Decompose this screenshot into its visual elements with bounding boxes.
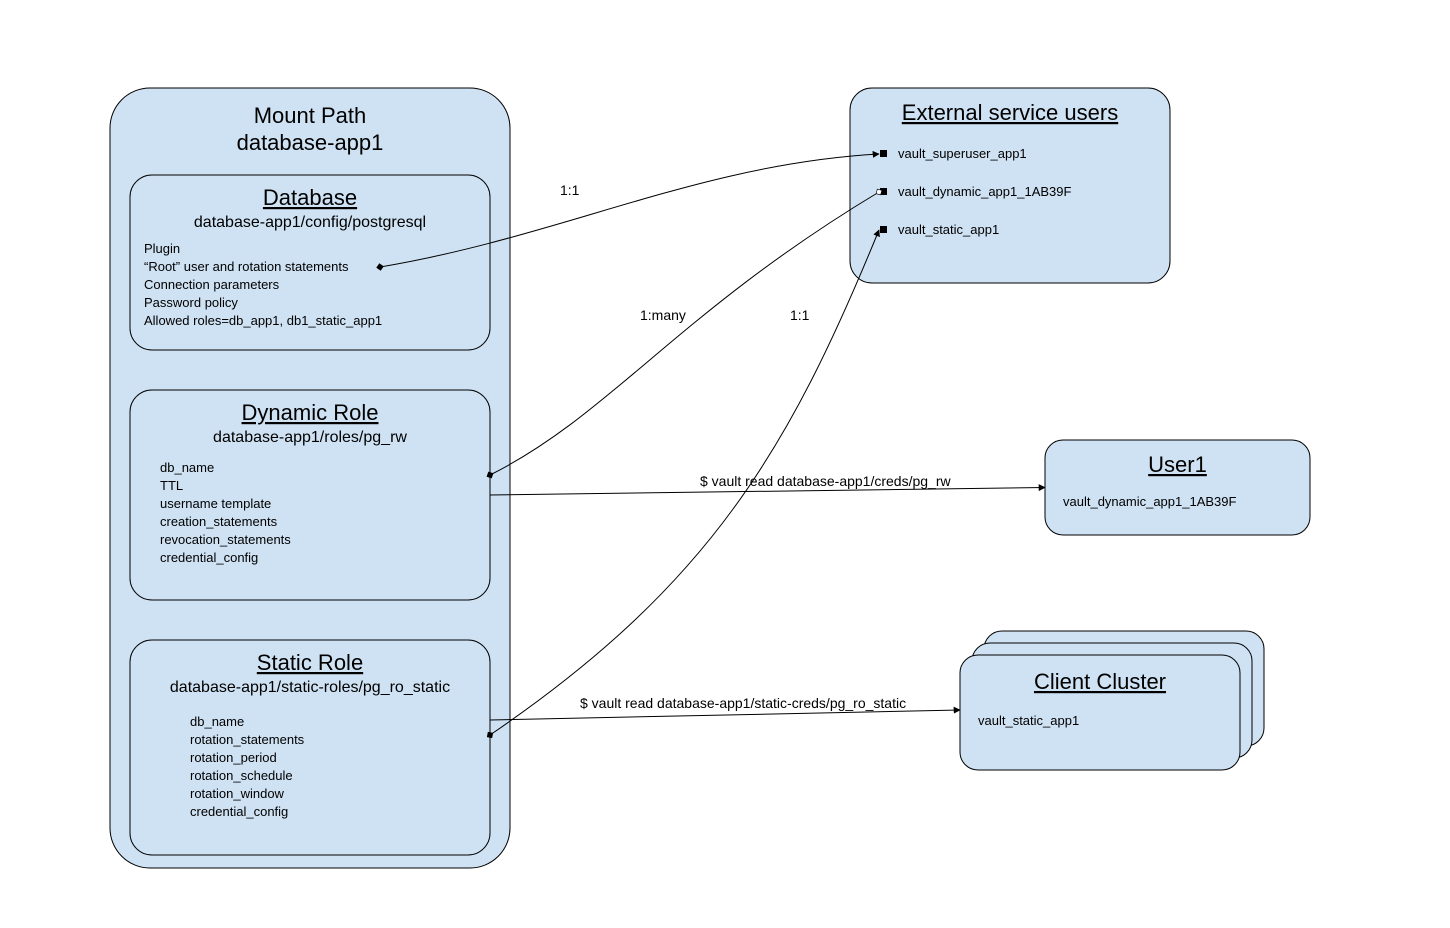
dynamic-line: creation_statements (160, 514, 278, 529)
static-line: rotation_schedule (190, 768, 293, 783)
database-title: Database (263, 185, 357, 210)
cmd-label-2: $ vault read database-app1/static-creds/… (580, 695, 906, 711)
static-subtitle: database-app1/static-roles/pg_ro_static (170, 679, 450, 696)
cluster-value: vault_static_app1 (978, 713, 1079, 728)
dynamic-title: Dynamic Role (242, 400, 379, 425)
cmd-label-1: $ vault read database-app1/creds/pg_rw (700, 473, 951, 489)
edge-dynamic-to-dynamicuser (490, 192, 879, 475)
edge-static-to-cluster (490, 710, 960, 720)
dynamic-line: username template (160, 496, 271, 511)
static-line: db_name (190, 714, 244, 729)
external-title: External service users (902, 100, 1118, 125)
external-item: vault_static_app1 (898, 222, 999, 237)
static-line: rotation_window (190, 786, 285, 801)
database-line: Plugin (144, 241, 180, 256)
dynamic-subtitle: database-app1/roles/pg_rw (213, 429, 407, 446)
database-line: Connection parameters (144, 277, 280, 292)
database-line: Allowed roles=db_app1, db1_static_app1 (144, 313, 382, 328)
edge-label-1-1-a: 1:1 (560, 182, 580, 198)
external-item: vault_superuser_app1 (898, 146, 1027, 161)
static-line: credential_config (190, 804, 288, 819)
dynamic-line: credential_config (160, 550, 258, 565)
dynamic-line: db_name (160, 460, 214, 475)
user1-value: vault_dynamic_app1_1AB39F (1063, 494, 1237, 509)
user1-title: User1 (1148, 452, 1207, 477)
cluster-title: Client Cluster (1034, 669, 1166, 694)
static-line: rotation_statements (190, 732, 305, 747)
bullet-icon (880, 150, 887, 157)
bullet-icon (880, 188, 887, 195)
bullet-icon (880, 226, 887, 233)
external-item: vault_dynamic_app1_1AB39F (898, 184, 1072, 199)
dynamic-line: TTL (160, 478, 183, 493)
static-line: rotation_period (190, 750, 277, 765)
static-title: Static Role (257, 650, 363, 675)
database-line: “Root” user and rotation statements (144, 259, 349, 274)
mount-title-1: Mount Path (254, 103, 367, 128)
mount-title-2: database-app1 (237, 130, 384, 155)
database-line: Password policy (144, 295, 238, 310)
database-subtitle: database-app1/config/postgresql (194, 214, 426, 231)
dynamic-line: revocation_statements (160, 532, 291, 547)
edge-label-1-many: 1:many (640, 307, 686, 323)
edge-label-1-1-b: 1:1 (790, 307, 810, 323)
